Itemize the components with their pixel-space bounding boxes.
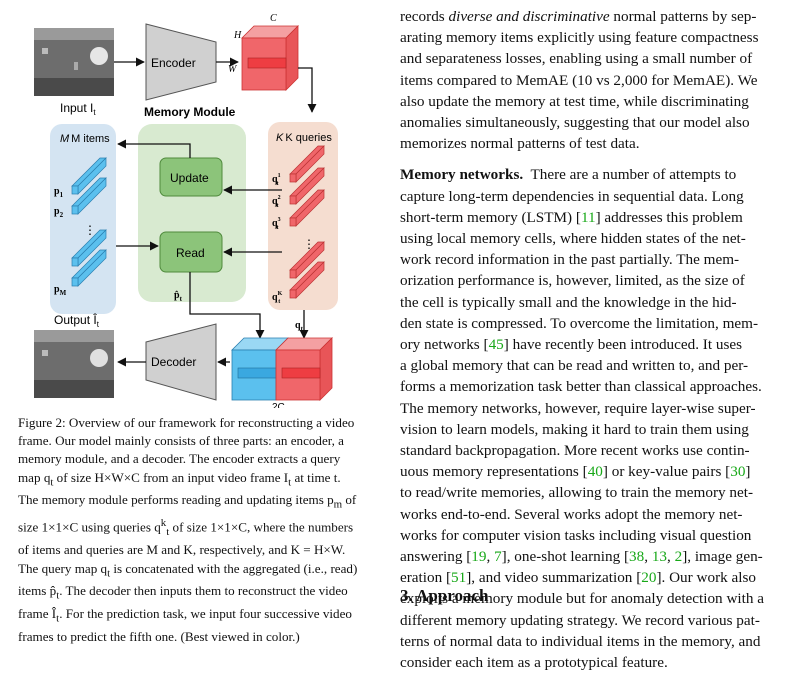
dim-2c-label: 2C [272,402,285,408]
caption-line: frame. Our model mainly consists of thre… [18,433,344,449]
queries-dots: ⋮ [303,237,315,251]
text-line: capture long-term dependencies in sequen… [400,187,744,205]
encoder-label: Encoder [151,56,196,70]
text-line: and separateness losses, enabling using … [400,50,753,68]
memory-module-title: Memory Module [144,105,236,119]
text-line: items compared to MemAE (10 vs 2,000 for… [400,71,758,89]
text-line: forms a memorization task better than cl… [400,378,762,396]
caption-line: The query map qt is concatenated with th… [18,560,358,580]
text-line: uous memory representations [40] or key-… [400,463,751,481]
text-line: ory networks [45] have recently been int… [400,336,743,354]
caption-line: memory module, and a decoder. The encode… [18,451,341,467]
text-line: den state is compressed. To overcome the… [400,314,759,332]
text-line: to read/write memories, allowing to trai… [400,484,754,502]
text-line: The memory networks, however, require la… [400,399,756,417]
dim-w-label: W [228,64,238,75]
input-frame-image [34,28,114,96]
decoder-label: Decoder [151,355,196,369]
encoder-block [145,23,217,101]
output-label: Output Ît [54,312,100,329]
query-label-k: qK t [272,291,283,305]
phat-label: p̂t [174,290,183,303]
text-line: work record information in the past part… [400,251,740,269]
memory-items [71,157,107,287]
item-pm-label: pM [54,284,67,297]
text-line: records diverse and discriminative norma… [400,8,757,25]
text-line: also update the memory at test time, whi… [400,92,749,110]
text-line: arating memory items explicitly using fe… [400,29,759,47]
caption-line: items p̂t. The decoder then inputs them … [18,583,348,603]
caption-line: size 1×1×C using queries qkt of size 1×1… [18,517,354,539]
arrow-query-to-queries [298,67,317,113]
read-label: Read [176,246,205,260]
text-line: a global memory that can be read and wri… [400,357,749,375]
text-line: works for computer vision tasks includin… [400,526,752,544]
text-line: short-term memory (LSTM) [11] addresses … [400,208,743,226]
caption-line: map qt of size H×W×C from an input video… [18,469,341,489]
item-p1-label: p1 [54,186,64,199]
concat-block [231,337,333,401]
caption-line: frame Ît. For the prediction task, we in… [18,606,352,625]
text-line: vision to learn models, making it hard t… [400,420,749,438]
text-line: memorizes normal patterns of test data. [400,135,640,153]
paragraph-gap [400,154,782,164]
caption-line: Figure 2: Overview of our framework for … [18,415,355,430]
figure-caption: Figure 2: Overview of our framework for … [18,414,376,646]
output-frame-image [34,330,114,398]
update-label: Update [170,171,209,185]
text-line: Memory networks. There are a number of a… [400,166,737,184]
text-line: answering [19, 7], one-shot learning [38… [400,548,763,566]
memory-module-panel [138,124,246,302]
qt-label: qt [295,320,304,333]
text-line: using local memory cells, where hidden s… [400,230,746,248]
input-label: Input It [60,101,96,117]
arrow-read-concat [189,272,265,339]
section-heading: 3. Approach [400,586,489,605]
query-items [289,145,325,299]
text-line: anomalies simultaneously, suggesting tha… [400,114,750,132]
decoder-block [145,323,217,401]
items-panel [50,124,116,314]
caption-line: The memory module performs reading and u… [18,492,357,512]
query-label-2: q2 t [272,195,281,209]
items-dots: ⋮ [84,223,96,237]
item-p2-label: p2 [54,206,64,219]
text-line: standard backpropagation. More recent wo… [400,442,750,460]
text-line: orization performance is, however, limit… [400,272,745,290]
caption-line: frames to predict the fifth one. (Best v… [18,629,300,645]
text-line: consider each item as a prototypical fea… [400,654,668,672]
query-map-cube [241,25,299,91]
query-label-1: q1 t [272,173,281,187]
text-line: works end-to-end. Several works adopt th… [400,505,743,523]
dim-c-label: C [270,13,277,24]
text-line: different memory updating strategy. We r… [400,611,760,629]
update-node [159,157,223,197]
query-label-3: q3 t [272,217,281,231]
text-line: terns of normal data to individual items… [400,632,761,650]
caption-line: of items and queries are M and K, respec… [18,542,346,558]
dim-h-label: H [233,30,242,41]
read-node [159,231,223,273]
text-line: eration [51], and video summarization [2… [400,569,756,587]
text-line: the cell is typically small and the know… [400,293,737,311]
body-text-column: records diverse and discriminative norma… [400,6,782,673]
